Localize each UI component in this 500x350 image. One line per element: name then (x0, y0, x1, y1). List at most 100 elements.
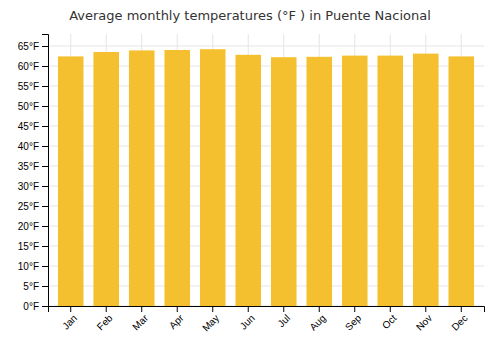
x-tick: May (200, 306, 221, 334)
y-tick-label: 55°F (18, 81, 39, 92)
y-tick-label: 60°F (18, 61, 39, 72)
bar (448, 56, 474, 306)
y-tick: 40°F (18, 141, 48, 152)
y-tick-label: 50°F (18, 101, 39, 112)
y-tick-mark (42, 46, 48, 47)
x-tick-label: Dec (449, 312, 469, 332)
bar (93, 52, 119, 306)
y-tick-mark (42, 206, 48, 207)
x-tick-mark (283, 306, 284, 312)
y-tick-label: 35°F (18, 161, 39, 172)
y-tick-label: 0°F (23, 301, 39, 312)
bar (377, 56, 403, 306)
y-tick-label: 15°F (18, 241, 39, 252)
chart: 0°F 5°F 10°F 15°F 20°F 25°F 30°F 35°F 40°F 45°F 50… (0, 0, 500, 350)
bar (58, 56, 84, 306)
y-tick: 50°F (18, 101, 48, 112)
bar (271, 57, 297, 306)
x-tick-mark (212, 306, 213, 312)
y-tick-mark (42, 286, 48, 287)
bar (200, 49, 226, 306)
x-tick-label: May (200, 312, 221, 333)
y-tick-mark (42, 86, 48, 87)
y-tick-label: 40°F (18, 141, 39, 152)
grid (48, 34, 484, 306)
bar (129, 50, 155, 306)
y-tick-mark (42, 66, 48, 67)
x-tick-mark (425, 306, 426, 312)
bar (413, 54, 439, 306)
x-tick: Aug (307, 306, 327, 333)
x-tick: Feb (95, 306, 115, 332)
bar (164, 50, 190, 306)
y-tick: 55°F (18, 81, 48, 92)
y-tick-mark (42, 266, 48, 267)
y-tick-label: 65°F (18, 41, 39, 52)
y-tick-mark (42, 126, 48, 127)
y-tick: 25°F (18, 201, 48, 212)
y-tick-label: 45°F (18, 121, 39, 132)
y-tick: 35°F (18, 161, 48, 172)
x-tick-label: Apr (167, 312, 186, 331)
y-grid-line (48, 46, 484, 47)
y-tick-label: 5°F (23, 281, 39, 292)
x-tick-label: Feb (95, 312, 115, 332)
x-tick-mark (141, 306, 142, 312)
x-tick-mark (319, 306, 320, 312)
y-tick: 60°F (18, 61, 48, 72)
x-axis: Jan Feb Mar Apr May Jun Jul Aug Sep Oct Nov Dec (49, 306, 485, 334)
bars (58, 49, 474, 306)
y-tick-mark (42, 106, 48, 107)
x-tick: Sep (343, 306, 364, 333)
y-tick: 45°F (18, 121, 48, 132)
x-tick-label: Nov (414, 312, 434, 332)
y-tick-mark (42, 186, 48, 187)
x-tick-label: Oct (380, 312, 399, 331)
y-tick-mark (42, 226, 48, 227)
y-axis-line (42, 35, 49, 307)
y-tick-label: 10°F (18, 261, 39, 272)
y-tick-label: 20°F (18, 221, 39, 232)
y-tick: 15°F (18, 241, 48, 252)
x-tick-label: Jul (275, 312, 292, 329)
x-tick-label: Jan (60, 312, 79, 331)
y-tick-label: 30°F (18, 181, 39, 192)
y-tick-mark (42, 166, 48, 167)
x-tick-mark (354, 306, 355, 312)
x-tick-label: Aug (307, 312, 327, 332)
plot: 0°F 5°F 10°F 15°F 20°F 25°F 30°F 35°F 40°F 45°F 50… (18, 34, 485, 334)
x-axis-line (49, 307, 485, 313)
bar (342, 56, 368, 306)
x-tick: Apr (167, 306, 186, 331)
title: Average monthly temperatures (°F ) in Pu… (69, 8, 431, 23)
y-tick: 30°F (18, 181, 48, 192)
y-tick: 10°F (18, 261, 48, 272)
y-tick: 0°F (23, 301, 48, 312)
x-tick: Jan (60, 306, 79, 332)
x-tick: Jul (275, 306, 292, 329)
bar (235, 55, 261, 306)
y-tick-mark (42, 306, 48, 307)
x-tick-mark (177, 306, 178, 312)
x-tick: Oct (380, 306, 399, 331)
y-tick: 65°F (18, 41, 48, 52)
x-tick-mark (70, 306, 71, 312)
y-tick-mark (42, 146, 48, 147)
y-tick-mark (42, 246, 48, 247)
x-tick-mark (106, 306, 107, 312)
bar (306, 57, 332, 306)
x-tick-mark (248, 306, 249, 312)
x-tick: Mar (130, 306, 150, 332)
y-tick: 5°F (23, 281, 48, 292)
x-tick: Jun (238, 306, 257, 332)
x-tick: Dec (449, 306, 469, 333)
y-tick-label: 25°F (18, 201, 39, 212)
x-tick: Nov (414, 306, 434, 333)
x-tick-mark (461, 306, 462, 312)
x-tick-label: Jun (238, 312, 257, 331)
x-tick-mark (390, 306, 391, 312)
x-tick-label: Mar (130, 312, 150, 332)
x-tick-label: Sep (343, 312, 364, 333)
y-tick: 20°F (18, 221, 48, 232)
y-axis: 0°F 5°F 10°F 15°F 20°F 25°F 30°F 35°F 40°F 45°F 50… (18, 35, 49, 312)
